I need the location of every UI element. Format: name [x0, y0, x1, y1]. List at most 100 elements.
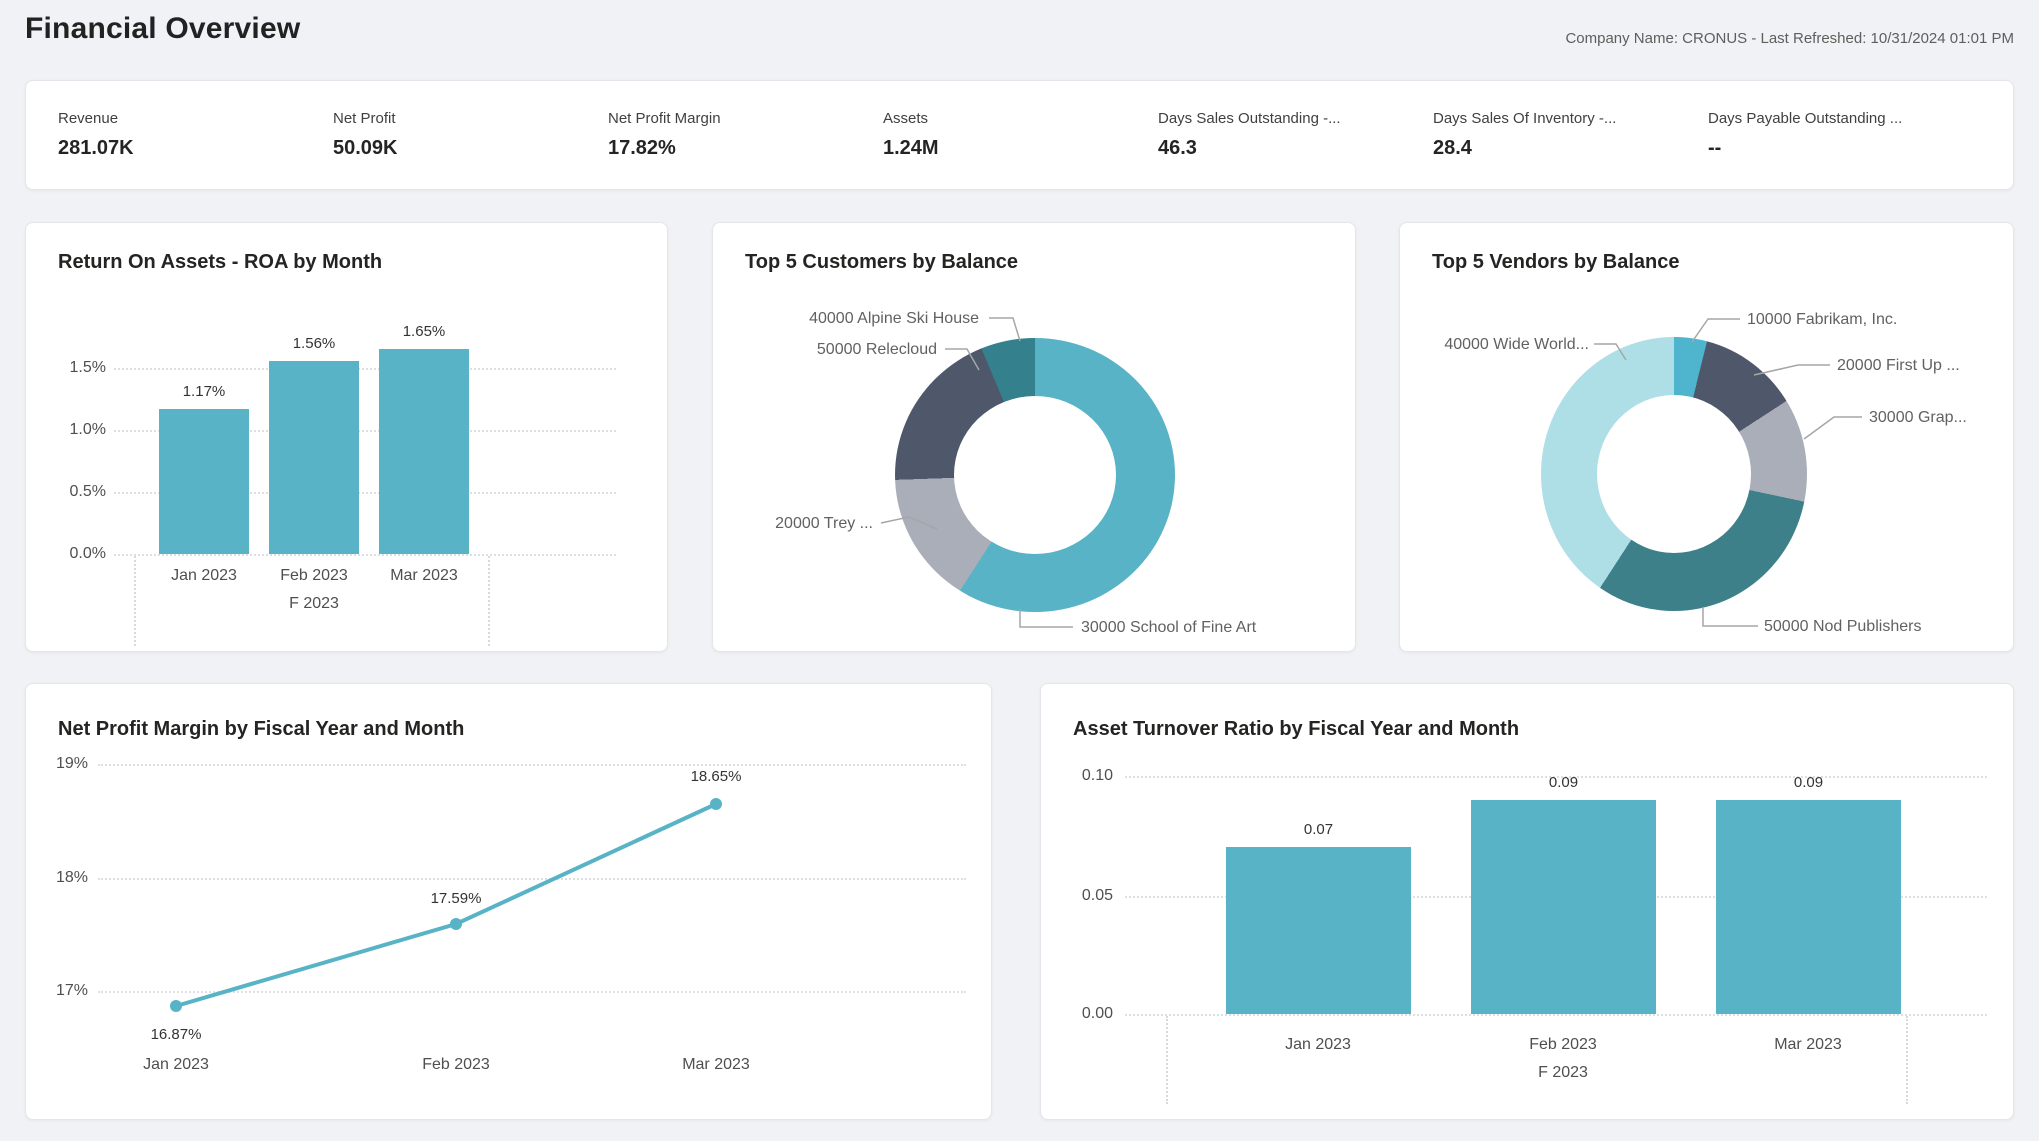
data-point-jan: [170, 1000, 182, 1012]
x-axis-label: Feb 2023: [422, 1056, 490, 1073]
y-axis-tick-label: 0.00: [1081, 1005, 1113, 1022]
point-value-label: 17.59%: [430, 890, 482, 907]
y-axis-tick-label: 1.5%: [69, 359, 106, 376]
donut-slice-label: 50000 Relecloud: [816, 341, 937, 358]
point-value-label: 16.87%: [150, 1026, 202, 1043]
customers-donut-chart[interactable]: [895, 338, 1175, 612]
npm-line-chart-card[interactable]: Net Profit Margin by Fiscal Year and Mon…: [25, 683, 992, 1120]
gridline: [98, 764, 966, 766]
y-axis-tick-label: 0.05: [1081, 887, 1113, 904]
y-axis-tick-label: 0.10: [1081, 767, 1113, 784]
y-axis-tick-label: 0.5%: [69, 483, 106, 500]
gridline: [114, 368, 616, 370]
x-axis-label: Feb 2023: [280, 567, 348, 584]
x-axis-label: Feb 2023: [1529, 1036, 1597, 1053]
bar-feb-2023[interactable]: [1471, 800, 1656, 1014]
gridline: [98, 878, 966, 880]
kpi-days-payable-outstanding[interactable]: Days Payable Outstanding ... --: [1708, 110, 1983, 160]
gridline: [1125, 1014, 1987, 1016]
gridline: [98, 991, 966, 993]
kpi-value: 28.4: [1433, 137, 1472, 159]
kpi-label: Days Sales Of Inventory -...: [1433, 110, 1617, 127]
fiscal-year-label: F 2023: [1538, 1064, 1588, 1081]
kpi-value: --: [1708, 137, 1722, 159]
company-info: Company Name: CRONUS - Last Refreshed: 1…: [1565, 30, 2014, 47]
kpi-value: 281.07K: [58, 137, 134, 159]
donut-slice-label: 30000 School of Fine Art: [1081, 619, 1257, 636]
data-point-mar: [710, 798, 722, 810]
x-axis-label: Jan 2023: [143, 1056, 209, 1073]
kpi-label: Days Sales Outstanding -...: [1158, 110, 1341, 127]
roa-chart-card[interactable]: Return On Assets - ROA by Month 1.5% 1.0…: [25, 222, 668, 652]
gridline: [114, 430, 616, 432]
bar-jan-2023[interactable]: [1226, 847, 1411, 1014]
kpi-label: Assets: [883, 110, 929, 127]
chart-title: Asset Turnover Ratio by Fiscal Year and …: [1073, 718, 1520, 740]
gridline: [114, 554, 616, 556]
kpi-net-profit-margin[interactable]: Net Profit Margin 17.82%: [608, 110, 883, 160]
bar-mar-2023[interactable]: [1716, 800, 1901, 1014]
y-axis-tick-label: 1.0%: [69, 421, 106, 438]
donut-slice-label: 40000 Alpine Ski House: [809, 310, 979, 327]
donut-slice-label: 50000 Nod Publishers: [1764, 618, 1922, 635]
chart-title: Net Profit Margin by Fiscal Year and Mon…: [58, 718, 465, 740]
page-title: Financial Overview: [25, 12, 301, 45]
axis-boundary-line: [1166, 1016, 1168, 1104]
donut-hole: [1597, 395, 1751, 553]
donut-slice-label: 10000 Fabrikam, Inc.: [1747, 311, 1898, 328]
x-axis-label: Mar 2023: [682, 1056, 750, 1073]
x-axis-label: Mar 2023: [1774, 1036, 1842, 1053]
kpi-label: Revenue: [58, 110, 119, 127]
kpi-revenue[interactable]: Revenue 281.07K: [58, 110, 333, 160]
axis-boundary-line: [1906, 1016, 1908, 1104]
top5-customers-chart-card[interactable]: Top 5 Customers by Balance 40000 Alpine …: [712, 222, 1356, 652]
chart-title: Top 5 Customers by Balance: [745, 251, 1019, 273]
data-point-feb: [450, 918, 462, 930]
kpi-net-profit[interactable]: Net Profit 50.09K: [333, 110, 608, 160]
bar-mar-2023[interactable]: [379, 349, 469, 554]
axis-boundary-line: [488, 556, 490, 646]
x-axis-label: Jan 2023: [1285, 1036, 1351, 1053]
x-axis-label: Jan 2023: [171, 567, 237, 584]
fiscal-year-label: F 2023: [289, 595, 339, 612]
chart-title: Top 5 Vendors by Balance: [1432, 251, 1680, 273]
y-axis-tick-label: 18%: [55, 869, 88, 886]
kpi-card[interactable]: Revenue 281.07K Net Profit 50.09K Net Pr…: [25, 80, 2014, 190]
chart-title: Return On Assets - ROA by Month: [58, 251, 383, 273]
donut-slice-label: 20000 Trey ...: [775, 515, 873, 532]
y-axis-tick-label: 0.0%: [69, 545, 106, 562]
bar-value-label: 0.09: [1548, 774, 1579, 791]
bar-value-label: 0.09: [1793, 774, 1824, 791]
donut-slice-label: 20000 First Up ...: [1837, 357, 1960, 374]
top5-vendors-chart-card[interactable]: Top 5 Vendors by Balance 10000 Fabrikam,…: [1399, 222, 2014, 652]
bar-value-label: 1.17%: [182, 383, 226, 400]
kpi-value: 46.3: [1158, 137, 1197, 159]
kpi-value: 1.24M: [883, 137, 939, 159]
gridline: [1125, 776, 1987, 778]
vendors-donut-chart[interactable]: [1541, 337, 1807, 611]
y-axis-tick-label: 17%: [55, 982, 88, 999]
bar-feb-2023[interactable]: [269, 361, 359, 554]
bar-jan-2023[interactable]: [159, 409, 249, 554]
bar-value-label: 1.56%: [292, 335, 336, 352]
bar-value-label: 1.65%: [402, 323, 446, 340]
donut-slice-label: 30000 Grap...: [1869, 409, 1967, 426]
kpi-label: Net Profit Margin: [608, 110, 721, 127]
donut-hole: [954, 396, 1116, 554]
atr-chart-card[interactable]: Asset Turnover Ratio by Fiscal Year and …: [1040, 683, 2014, 1120]
kpi-assets[interactable]: Assets 1.24M: [883, 110, 1158, 160]
point-value-label: 18.65%: [690, 768, 742, 785]
kpi-value: 50.09K: [333, 137, 398, 159]
kpi-days-sales-outstanding[interactable]: Days Sales Outstanding -... 46.3: [1158, 110, 1433, 160]
axis-boundary-line: [134, 556, 136, 646]
x-axis-label: Mar 2023: [390, 567, 458, 584]
kpi-days-sales-of-inventory[interactable]: Days Sales Of Inventory -... 28.4: [1433, 110, 1708, 160]
kpi-value: 17.82%: [608, 137, 676, 159]
gridline: [114, 492, 616, 494]
y-axis-tick-label: 19%: [55, 755, 88, 772]
bar-value-label: 0.07: [1303, 821, 1334, 838]
kpi-label: Days Payable Outstanding ...: [1708, 110, 1903, 127]
kpi-label: Net Profit: [333, 110, 396, 127]
donut-slice-label: 40000 Wide World...: [1444, 336, 1589, 353]
